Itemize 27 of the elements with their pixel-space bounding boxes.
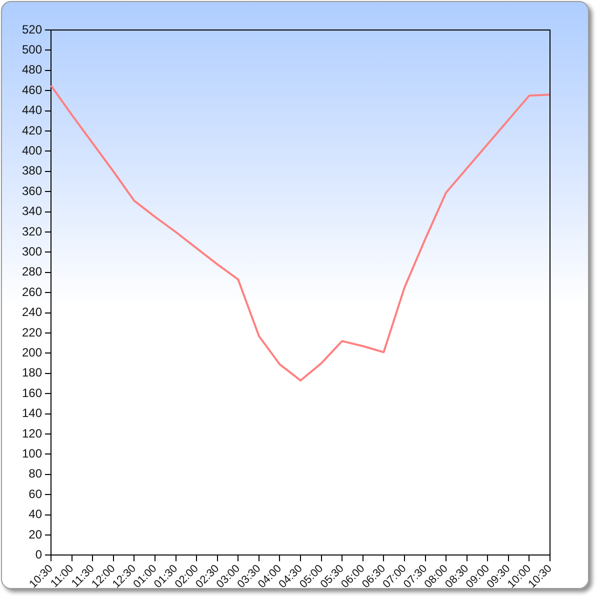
y-tick-label: 180 bbox=[22, 366, 42, 380]
y-tick-label: 260 bbox=[22, 284, 42, 299]
y-tick-label: 480 bbox=[22, 62, 42, 77]
y-tick-label: 220 bbox=[22, 325, 42, 340]
y-tick-label: 380 bbox=[22, 164, 42, 178]
y-tick-label: 40 bbox=[28, 507, 42, 522]
y-tick-label: 420 bbox=[22, 123, 42, 138]
y-tick-label: 320 bbox=[22, 224, 42, 238]
y-tick-label: 140 bbox=[22, 406, 42, 420]
y-tick-label: 460 bbox=[22, 82, 42, 97]
y-tick-label: 100 bbox=[22, 446, 42, 461]
y-tick-label: 0 bbox=[35, 548, 42, 562]
y-tick-label: 500 bbox=[22, 42, 42, 57]
y-tick-label: 200 bbox=[22, 346, 42, 360]
y-tick-label: 360 bbox=[22, 184, 42, 198]
y-tick-label: 60 bbox=[28, 486, 42, 501]
y-tick-label: 280 bbox=[22, 264, 42, 279]
y-tick-label: 520 bbox=[22, 22, 42, 36]
y-tick-label: 400 bbox=[22, 144, 42, 158]
y-tick-label: 80 bbox=[28, 466, 42, 481]
y-tick-label: 240 bbox=[22, 305, 42, 320]
y-tick-label: 440 bbox=[22, 103, 42, 118]
y-tick-label: 340 bbox=[22, 204, 42, 218]
y-tick-label: 120 bbox=[22, 426, 42, 440]
y-tick-label: 20 bbox=[28, 527, 42, 542]
y-tick-label: 300 bbox=[22, 244, 42, 259]
y-tick-label: 160 bbox=[22, 386, 42, 400]
